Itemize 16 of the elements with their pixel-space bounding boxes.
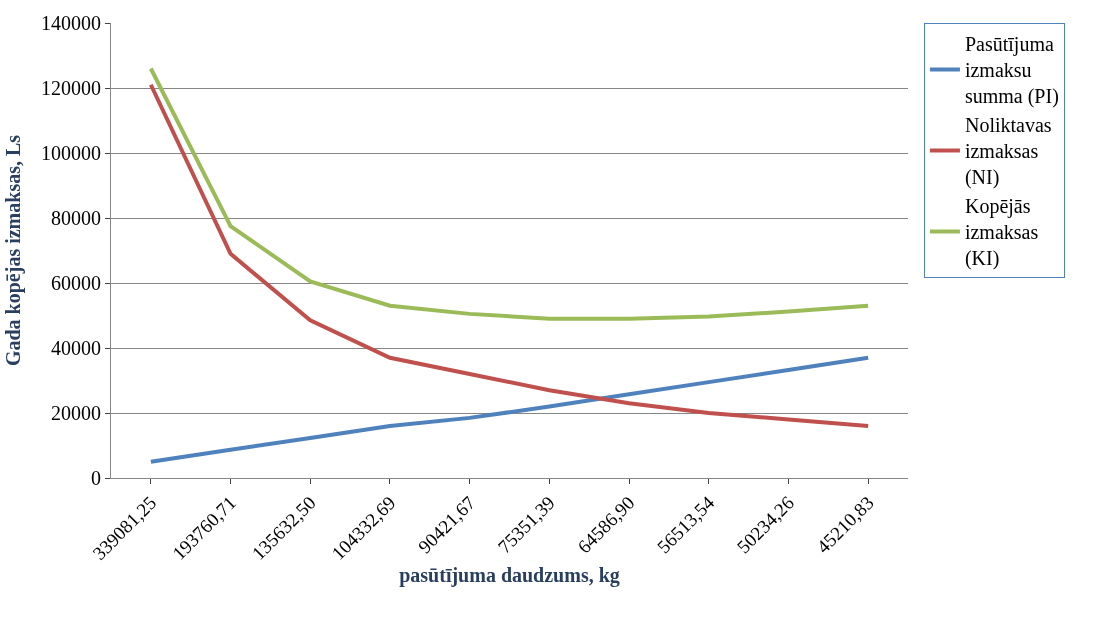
x-axis-title: pasūtījuma daudzums, kg <box>399 563 620 587</box>
y-tick-label: 120000 <box>41 77 101 99</box>
legend-label: Kopējās izmaksas (KI) <box>964 195 1039 271</box>
line-series <box>148 66 871 321</box>
y-tick-label: 60000 <box>51 272 101 294</box>
line-series <box>148 82 871 428</box>
line-series <box>148 355 871 464</box>
y-tick-label: 140000 <box>41 12 101 34</box>
y-axis-title: Gada kopējas izmaksas, Ls <box>1 134 25 367</box>
y-tick-label: 0 <box>91 467 101 489</box>
legend-label: Pasūtījuma izmaksu summa (PI) <box>964 33 1059 109</box>
y-tick-label: 100000 <box>41 142 101 164</box>
y-tick-label: 20000 <box>51 402 101 424</box>
legend-label: Noliktavas izmaksas (NI) <box>964 114 1052 190</box>
y-tick-label: 80000 <box>51 207 101 229</box>
y-tick-label: 40000 <box>51 337 101 359</box>
